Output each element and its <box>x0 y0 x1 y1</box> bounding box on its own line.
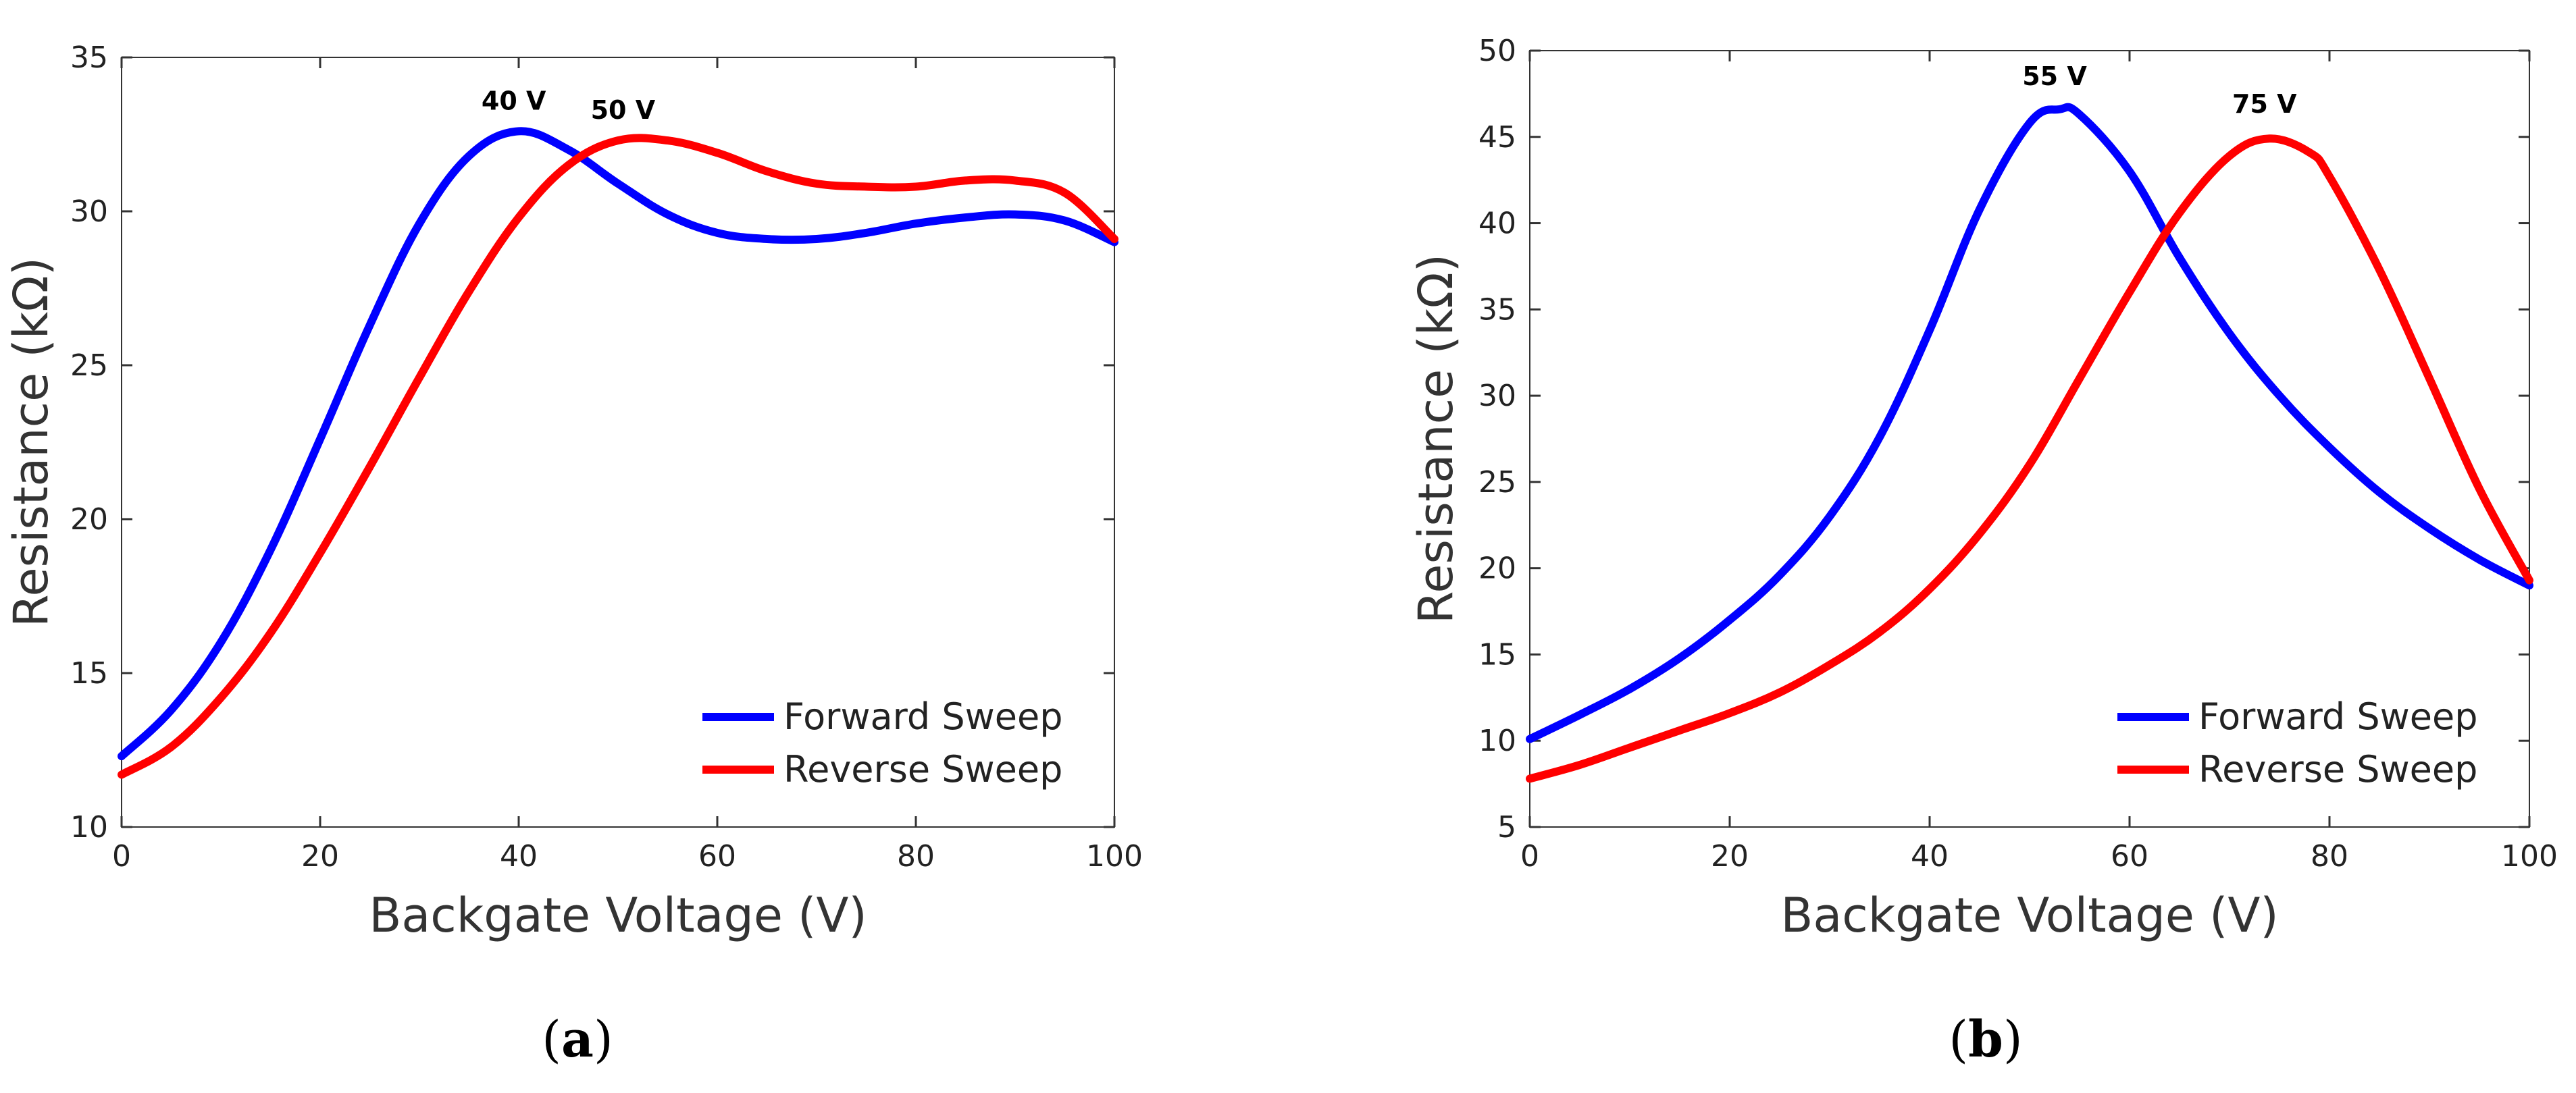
y-tick-label: 20 <box>1478 552 1516 586</box>
y-tick-label: 25 <box>1478 465 1516 500</box>
legend-entry: Reverse Sweep <box>783 748 1062 791</box>
x-tick-label: 0 <box>1520 839 1539 874</box>
y-tick-label: 35 <box>70 41 108 75</box>
x-tick-label: 60 <box>2111 839 2148 874</box>
series-line-forward-sweep <box>118 127 1118 761</box>
y-tick-label: 15 <box>1478 637 1516 672</box>
y-tick-label: 35 <box>1478 292 1516 327</box>
caption-a: (a) <box>542 1011 613 1069</box>
y-tick-label: 45 <box>1478 120 1516 155</box>
caption-b: (b) <box>1949 1011 2023 1069</box>
chart-panel-b: 0 20 40 60 80 100 5 10 15 20 25 30 35 40 45 50 Backgate … <box>1408 34 2558 943</box>
plot-area-frame <box>121 57 1115 828</box>
y-tick-label: 25 <box>70 348 108 383</box>
peak-annotation: 50 V <box>591 95 656 125</box>
y-tick-label: 20 <box>70 502 108 537</box>
caption-b-letter: b <box>1968 1011 2003 1069</box>
series-line-reverse-sweep <box>1526 134 2533 783</box>
caption-a-letter: a <box>561 1011 594 1069</box>
y-tick-label: 30 <box>70 194 108 229</box>
chart-panel-a: 0 20 40 60 80 100 10 15 20 25 30 35 Backgate Voltage… <box>3 41 1143 943</box>
peak-annotation: 40 V <box>482 86 546 116</box>
x-tick-label: 80 <box>897 839 935 874</box>
y-tick-label: 15 <box>70 656 108 691</box>
x-tick-label: 40 <box>1911 839 1949 874</box>
series-line-forward-sweep <box>1526 103 2533 743</box>
x-tick-label: 0 <box>112 839 131 874</box>
legend-entry: Forward Sweep <box>2198 695 2478 738</box>
legend-entry: Forward Sweep <box>783 695 1063 738</box>
y-axis-label: Resistance (kΩ) <box>3 257 59 627</box>
x-axis-label: Backgate Voltage (V) <box>1780 888 2278 943</box>
x-tick-label: 100 <box>2501 839 2558 874</box>
y-tick-label: 50 <box>1478 34 1516 68</box>
series-line-reverse-sweep <box>118 134 1118 779</box>
legend-entry: Reverse Sweep <box>2198 748 2477 791</box>
y-tick-label: 5 <box>1497 810 1516 845</box>
y-tick-label: 30 <box>1478 379 1516 413</box>
x-tick-label: 40 <box>500 839 538 874</box>
x-tick-label: 60 <box>698 839 736 874</box>
y-axis-label: Resistance (kΩ) <box>1408 254 1464 624</box>
x-tick-label: 20 <box>1711 839 1749 874</box>
peak-annotation: 75 V <box>2232 89 2297 119</box>
y-tick-label: 10 <box>1478 724 1516 758</box>
plot-area-frame <box>1529 50 2530 828</box>
x-tick-label: 20 <box>301 839 339 874</box>
x-tick-label: 100 <box>1086 839 1143 874</box>
x-axis-label: Backgate Voltage (V) <box>369 888 867 943</box>
y-tick-label: 40 <box>1478 207 1516 241</box>
x-tick-label: 80 <box>2311 839 2348 874</box>
y-tick-label: 10 <box>70 810 108 845</box>
peak-annotation: 55 V <box>2022 61 2087 91</box>
